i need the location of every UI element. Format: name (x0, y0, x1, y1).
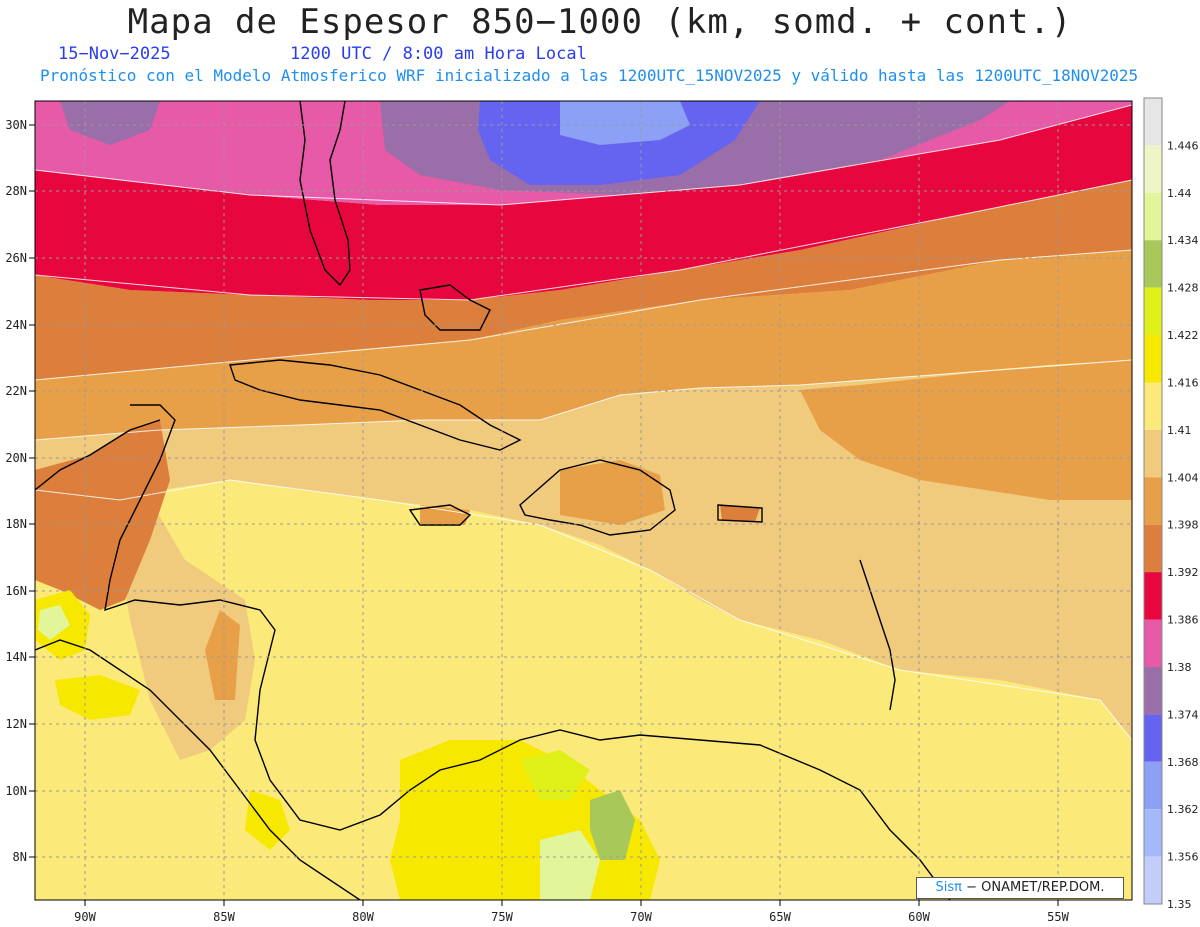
lat-label: 12N (5, 717, 27, 731)
colorbar-swatch (1144, 477, 1162, 525)
lat-label: 22N (5, 384, 27, 398)
colorbar-label: 1.392 (1167, 566, 1199, 579)
jamaica-coast (408, 504, 472, 526)
lat-label: 30N (5, 118, 27, 132)
lat-label: 10N (5, 784, 27, 798)
colorbar-label: 1.368 (1167, 756, 1199, 769)
lat-labels: 30N 28N 26N 24N 22N 20N 18N 16N 14N 12N … (5, 118, 27, 864)
yucatan-coast (35, 419, 161, 491)
colorbar-label: 1.428 (1167, 282, 1199, 295)
colorbar-label: 1.362 (1167, 803, 1199, 816)
forecast-time: 1200 UTC / 8:00 am Hora Local (290, 44, 587, 64)
lon-label: 60W (908, 910, 930, 924)
colorbar-label: 1.422 (1167, 329, 1199, 342)
lesser-antilles (859, 559, 896, 711)
credit-box: Sisπ − ONAMET/REP.DOM. (916, 877, 1124, 899)
colorbar-label: 1.398 (1167, 519, 1199, 532)
colorbar-label: 1.35 (1167, 898, 1192, 911)
colorbar-label: 1.386 (1167, 614, 1199, 627)
colorbar-swatch (1144, 761, 1162, 810)
colorbar-swatch (1144, 287, 1162, 336)
lon-label: 70W (630, 910, 652, 924)
lon-labels: 90W 85W 80W 75W 70W 65W 60W 55W (74, 910, 1069, 924)
puerto-rico-coast (717, 504, 763, 523)
colorbar-swatch (1144, 809, 1162, 857)
colorbar-swatch (1144, 619, 1162, 667)
lon-label: 75W (491, 910, 513, 924)
colorbar-frame (1143, 97, 1163, 905)
colorbar-swatch (1144, 145, 1162, 193)
lat-label: 8N (13, 850, 27, 864)
cuba-coast (229, 359, 522, 451)
lon-label: 80W (352, 910, 374, 924)
lat-label: 24N (5, 318, 27, 332)
colorbar-label: 1.434 (1167, 234, 1199, 247)
colorbar-label: 1.404 (1167, 471, 1199, 484)
colorbar-label: 1.356 (1167, 851, 1199, 864)
colorbar-label: 1.416 (1167, 376, 1199, 389)
lon-label: 55W (1047, 910, 1069, 924)
hispaniola-coast (519, 459, 676, 536)
graticule (35, 101, 1132, 900)
colorbar-swatch (1144, 666, 1162, 715)
lon-label: 85W (213, 910, 235, 924)
map-frame (34, 100, 1133, 901)
colorbar-label: 1.446 (1167, 139, 1199, 152)
coastlines (35, 101, 951, 900)
caribbean-mainland-coast (104, 404, 951, 900)
lat-label: 20N (5, 451, 27, 465)
forecast-date: 15−Nov−2025 (58, 44, 171, 64)
colorbar-swatch (1144, 429, 1162, 478)
colorbar-label: 1.38 (1167, 661, 1192, 674)
lat-label: 16N (5, 584, 27, 598)
tick-marks (29, 124, 1059, 906)
colorbar-swatch (1144, 856, 1162, 904)
forecast-subtitle: Pronóstico con el Modelo Atmosferico WRF… (40, 66, 1139, 85)
colorbar-swatch (1144, 192, 1162, 241)
bahamas-coast (419, 284, 491, 331)
colorbar: 1.446 1.44 1.434 1.428 1.422 1.416 1.41 1.404 1.… (1143, 97, 1199, 911)
colorbar-label: 1.44 (1167, 187, 1192, 200)
colorbar-swatch (1144, 382, 1162, 430)
lat-label: 14N (5, 650, 27, 664)
colorbar-swatch (1144, 524, 1162, 573)
colorbar-swatch (1144, 714, 1162, 762)
colorbar-swatch (1144, 572, 1162, 620)
lon-label: 90W (74, 910, 96, 924)
credit-text: − ONAMET/REP.DOM. (966, 880, 1105, 895)
florida-coast (299, 101, 351, 287)
sispi-logo: Sisπ (935, 880, 962, 895)
lat-label: 28N (5, 184, 27, 198)
colorbar-swatch (1144, 98, 1162, 146)
thickness-fill-layer (35, 101, 1132, 900)
colorbar-label: 1.374 (1167, 708, 1199, 721)
colorbar-swatch (1144, 335, 1162, 383)
lat-label: 18N (5, 517, 27, 531)
lon-label: 65W (769, 910, 791, 924)
lat-label: 26N (5, 251, 27, 265)
colorbar-swatch (1144, 240, 1162, 288)
colorbar-label: 1.41 (1167, 424, 1192, 437)
map-title: Mapa de Espesor 850−1000 (km, somd. + co… (127, 2, 1073, 42)
